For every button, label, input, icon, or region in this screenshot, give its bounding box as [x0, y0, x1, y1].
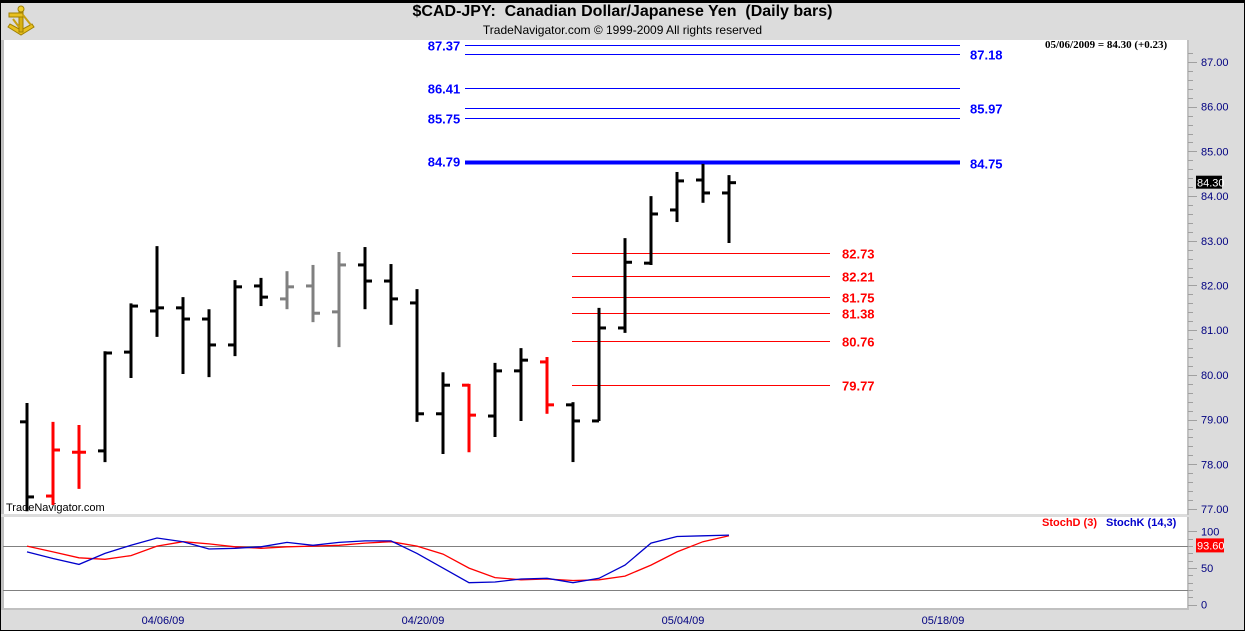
price-tick-label: 78.00	[1201, 459, 1229, 471]
blue-level-label: 87.18	[970, 48, 1003, 63]
price-tick-label: 83.00	[1201, 236, 1229, 248]
ohlc-bar	[618, 238, 632, 333]
ohlc-bar	[228, 280, 242, 357]
ohlc-bar	[410, 289, 424, 422]
ohlc-bar	[20, 403, 34, 512]
red-level-label: 81.75	[842, 291, 875, 306]
ohlc-bar	[202, 309, 216, 378]
stochd-line	[26, 535, 730, 582]
stochk-line	[26, 534, 730, 584]
last-quote-label: 05/06/2009 = 84.30 (+0.23)	[1045, 39, 1168, 51]
blue-level-label: 86.41	[428, 82, 461, 97]
date-tick-label: 05/18/09	[922, 615, 965, 627]
date-tick-label: 04/20/09	[402, 615, 445, 627]
price-tick-label: 77.00	[1201, 504, 1229, 516]
sextant-icon	[4, 5, 38, 42]
price-tick-label: 85.00	[1201, 146, 1229, 158]
ohlc-bar	[488, 362, 502, 438]
ohlc-bar	[124, 303, 138, 379]
ohlc-bar	[72, 424, 86, 489]
price-tick-label: 86.00	[1201, 102, 1229, 114]
price-tick-label: 81.00	[1201, 325, 1229, 337]
date-tick-label: 04/06/09	[142, 615, 185, 627]
ohlc-bar	[514, 348, 528, 421]
ohlc-bar	[46, 421, 60, 505]
ohlc-bar	[384, 264, 398, 325]
red-level-label: 80.76	[842, 335, 875, 350]
stoch-tick-label: 100	[1201, 526, 1219, 538]
stoch-tick-label: 0	[1201, 600, 1207, 612]
legend-stochd: StochD (3)	[1042, 517, 1097, 529]
ohlc-bar	[696, 163, 710, 203]
ohlc-bar	[98, 351, 112, 463]
price-tick-label: 79.00	[1201, 415, 1229, 427]
price-tick-label: 87.00	[1201, 57, 1229, 69]
chart-subtitle: TradeNavigator.com © 1999-2009 All right…	[482, 23, 763, 37]
price-tick-label: 84.00	[1201, 191, 1229, 203]
last-price-marker	[1196, 175, 1222, 189]
ohlc-bar	[566, 402, 580, 463]
red-level-label: 81.38	[842, 307, 875, 322]
stoch-plot-area	[3, 517, 1188, 609]
ohlc-bar	[306, 264, 320, 323]
ohlc-bar	[436, 372, 450, 455]
red-level-label: 79.77	[842, 379, 875, 394]
ohlc-bar	[254, 277, 268, 307]
red-level-label: 82.21	[842, 270, 875, 285]
blue-level-label: 85.75	[428, 112, 461, 127]
stoch-tick-label: 50	[1201, 563, 1213, 575]
ohlc-bar	[462, 383, 476, 453]
blue-level-label: 87.37	[428, 39, 461, 54]
ohlc-bar	[150, 246, 164, 337]
price-tick-label: 80.00	[1201, 370, 1229, 382]
legend-stochk: StochK (14,3)	[1106, 517, 1177, 529]
blue-level-label: 84.75	[970, 157, 1003, 172]
date-tick-label: 05/04/09	[662, 615, 705, 627]
watermark: TradeNavigator.com	[6, 502, 105, 514]
ohlc-bar	[540, 357, 554, 414]
ohlc-bar	[332, 251, 346, 348]
ohlc-bar	[176, 297, 190, 375]
stoch-last-value-label: 93.60	[1197, 540, 1225, 552]
red-level-label: 82.73	[842, 247, 875, 262]
ohlc-bar	[358, 247, 372, 310]
ohlc-bar	[592, 307, 606, 423]
ohlc-bar	[280, 271, 294, 310]
blue-level-label: 84.79	[428, 155, 461, 170]
stoch-last-value-marker	[1196, 538, 1224, 553]
ohlc-bar	[670, 171, 684, 223]
last-price-label: 84.30	[1197, 178, 1225, 190]
price-tick-label: 82.00	[1201, 281, 1229, 293]
ohlc-bar	[722, 175, 736, 244]
blue-level-label: 85.97	[970, 102, 1003, 117]
chart-title: $CAD-JPY: Canadian Dollar/Japanese Yen (…	[412, 3, 833, 20]
ohlc-bar	[644, 196, 658, 265]
